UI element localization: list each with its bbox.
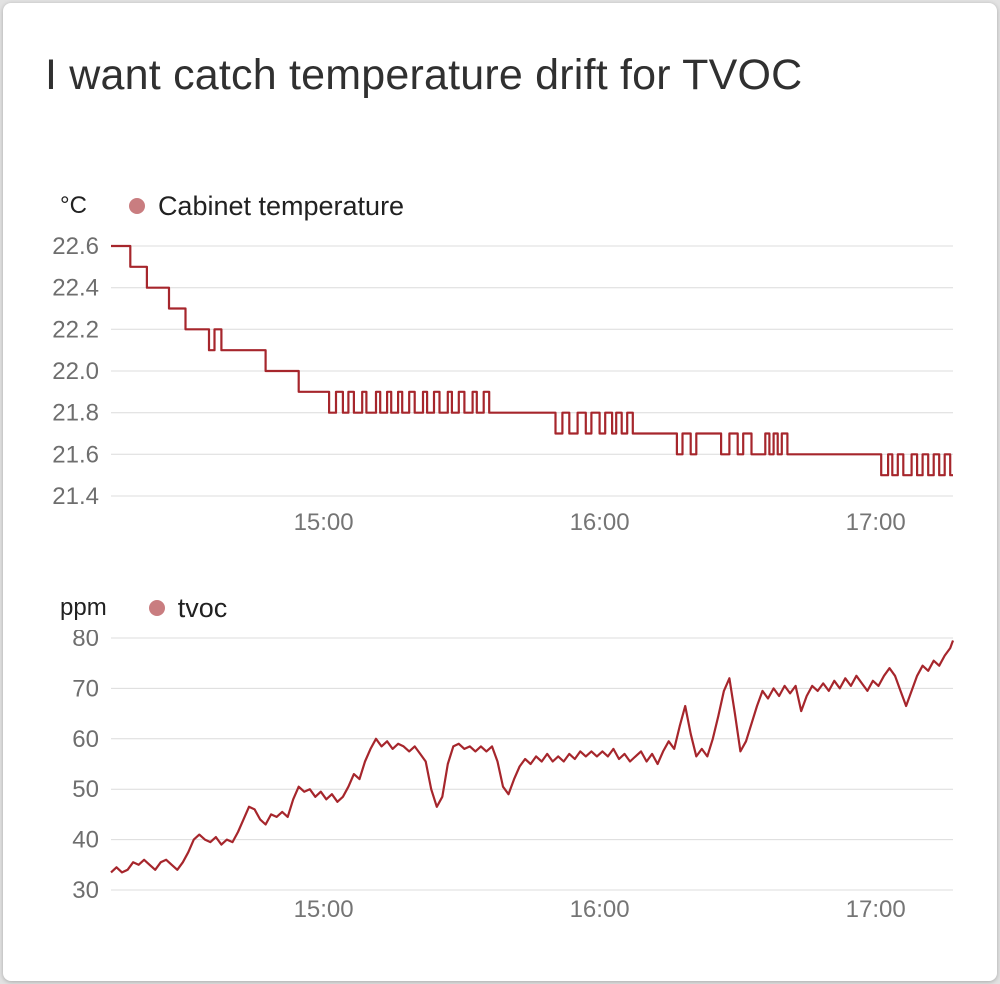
legend-label: tvoc: [177, 592, 228, 623]
svg-text:22.4: 22.4: [52, 275, 99, 302]
svg-text:21.4: 21.4: [52, 483, 99, 510]
svg-text:17:00: 17:00: [846, 509, 906, 536]
svg-text:16:00: 16:00: [570, 509, 630, 536]
tvoc-chart-canvas[interactable]: 80 70 60 50 40 30 15:00 16:00 17:00: [3, 630, 995, 930]
svg-text:21.6: 21.6: [52, 441, 99, 468]
page-title: I want catch temperature drift for TVOC: [45, 51, 803, 99]
legend-dot: [148, 600, 165, 617]
svg-text:50: 50: [72, 776, 99, 803]
svg-text:15:00: 15:00: [294, 896, 354, 923]
svg-text:17:00: 17:00: [846, 896, 906, 923]
svg-text:22.6: 22.6: [52, 233, 99, 260]
legend-label: Cabinet temperature: [157, 190, 405, 221]
legend-item-cabinet-temperature[interactable]: Cabinet temperature: [128, 190, 405, 222]
tvoc-chart: ppm tvoc 80 70 60 50 40 30 15:00 16:00 17:00: [3, 592, 997, 930]
dashboard-card: I want catch temperature drift for TVOC …: [3, 3, 997, 981]
svg-text:22.0: 22.0: [52, 358, 99, 385]
svg-text:60: 60: [72, 726, 99, 753]
temperature-chart: °C Cabinet temperature 22.6 22.4 22.2 22.0 2…: [3, 190, 997, 548]
svg-text:21.8: 21.8: [52, 400, 99, 427]
tvoc-chart-header: ppm tvoc: [3, 592, 997, 624]
svg-text:40: 40: [72, 827, 99, 854]
temperature-chart-canvas[interactable]: 22.6 22.4 22.2 22.0 21.8 21.6 21.4 15:00 16:00 17…: [3, 228, 995, 548]
svg-text:30: 30: [72, 877, 99, 904]
svg-text:16:00: 16:00: [570, 896, 630, 923]
svg-text:70: 70: [72, 676, 99, 703]
svg-text:80: 80: [72, 630, 99, 652]
svg-text:15:00: 15:00: [294, 509, 354, 536]
legend-dot: [128, 198, 145, 215]
svg-text:22.2: 22.2: [52, 316, 99, 343]
tvoc-y-axis-unit: ppm: [60, 594, 107, 622]
legend-item-tvoc[interactable]: tvoc: [148, 592, 228, 624]
temperature-y-axis-unit: °C: [60, 192, 87, 220]
temperature-chart-header: °C Cabinet temperature: [3, 190, 997, 222]
